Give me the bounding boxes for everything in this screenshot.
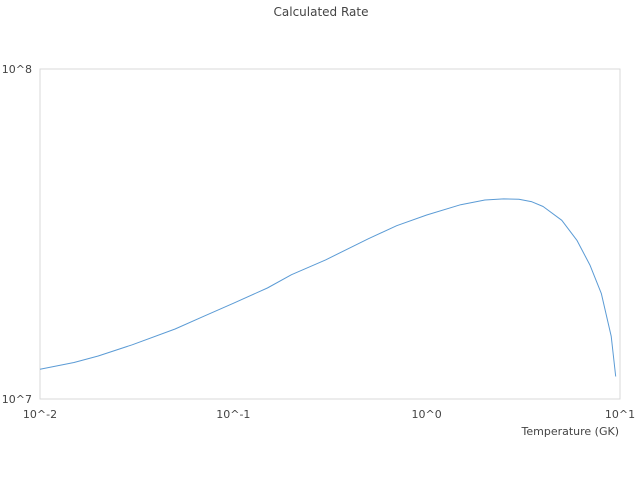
x-tick-labels: 10^-2 10^-1 10^0 10^1	[23, 408, 635, 421]
x-tick-label: 10^-2	[23, 408, 57, 421]
x-tick-label: 10^1	[605, 408, 635, 421]
series-line-0	[39, 198, 617, 377]
chart-title: Calculated Rate	[274, 5, 369, 19]
series-layer	[39, 198, 617, 377]
x-tick-label: 10^0	[412, 408, 442, 421]
x-tick-label: 10^-1	[216, 408, 250, 421]
y-tick-labels: 10^7 10^8	[2, 63, 32, 406]
y-tick-label: 10^7	[2, 393, 32, 406]
plot-area	[39, 68, 621, 400]
x-axis-label: Temperature (GK)	[521, 425, 620, 438]
y-tick-label: 10^8	[2, 63, 32, 76]
